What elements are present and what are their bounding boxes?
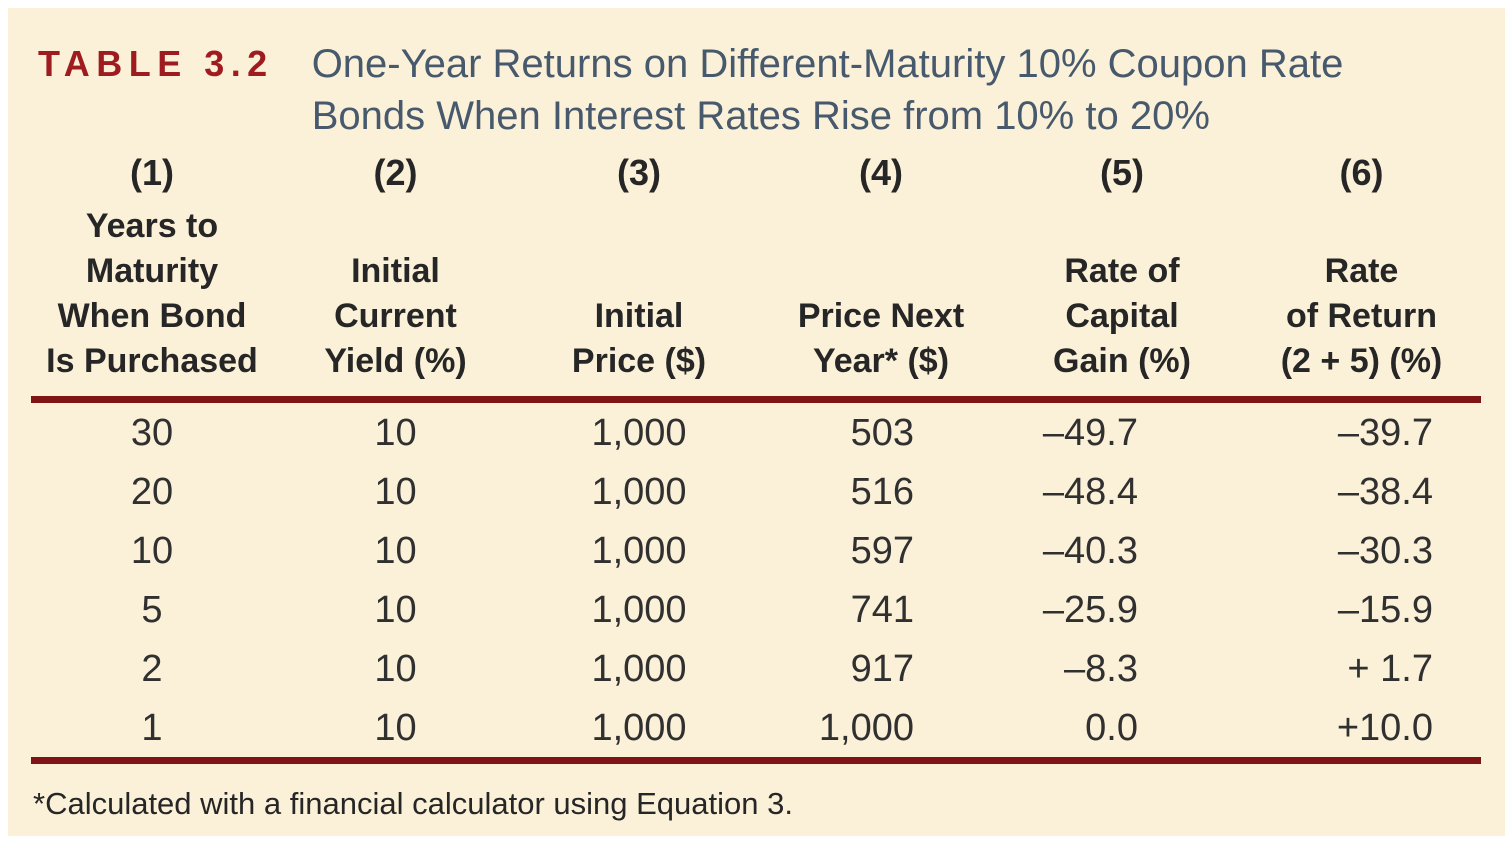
column-number: (2) xyxy=(373,152,418,193)
column-label: Initial Current Yield (%) xyxy=(324,252,467,380)
column-number: (6) xyxy=(1339,152,1384,193)
table-row: 20 10 1,000 516 –48.4 –38.4 xyxy=(31,462,1481,521)
header-row: (1) Years to Maturity When Bond Is Purch… xyxy=(31,150,1481,403)
cell-capital-gain: 0.0 xyxy=(1002,698,1242,764)
cell-capital-gain: –40.3 xyxy=(1042,529,1138,572)
column-number: (1) xyxy=(130,152,174,193)
cell-initial-price: 1,000 xyxy=(591,647,687,690)
cell-rate-of-return: +10.0 xyxy=(1242,698,1481,764)
column-header-initial-current-yield: (2) Initial Current Yield (%) xyxy=(273,150,518,403)
cell-price-next-year: 516 xyxy=(850,470,914,513)
cell-yield: 10 xyxy=(273,698,518,764)
table-title-line-2: Bonds When Interest Rates Rise from 10% … xyxy=(311,94,1210,138)
table-row: 30 10 1,000 503 –49.7 –39.7 xyxy=(31,400,1481,463)
cell-initial-price: 1,000 xyxy=(591,588,687,631)
cell-rate-of-return: + 1.7 xyxy=(1347,647,1433,690)
cell-yield: 10 xyxy=(374,647,417,690)
cell-yield: 10 xyxy=(374,411,417,454)
cell-initial-price: 1,000 xyxy=(591,411,687,454)
table-header: (1) Years to Maturity When Bond Is Purch… xyxy=(31,150,1481,403)
cell-price-next-year: 1,000 xyxy=(760,698,1002,764)
column-label: Rate of Capital Gain (%) xyxy=(1053,252,1191,380)
cell-capital-gain: –25.9 xyxy=(1042,588,1138,631)
cell-price-next-year: 917 xyxy=(850,647,914,690)
table-row: 10 10 1,000 597 –40.3 –30.3 xyxy=(31,521,1481,580)
column-header-price-next-year: (4) Price Next Year* ($) xyxy=(760,150,1002,403)
cell-rate-of-return: –15.9 xyxy=(1337,588,1433,631)
cell-rate-of-return: –38.4 xyxy=(1337,470,1433,513)
cell-years: 20 xyxy=(130,470,174,513)
column-header-years-to-maturity: (1) Years to Maturity When Bond Is Purch… xyxy=(31,150,273,403)
column-header-rate-of-return: (6) Rate of Return (2 + 5) (%) xyxy=(1242,150,1481,403)
column-number: (3) xyxy=(617,152,661,193)
cell-years: 10 xyxy=(130,529,174,572)
column-header-rate-of-capital-gain: (5) Rate of Capital Gain (%) xyxy=(1002,150,1242,403)
cell-rate-of-return: –30.3 xyxy=(1337,529,1433,572)
cell-yield: 10 xyxy=(374,529,417,572)
column-label: Years to Maturity When Bond Is Purchased xyxy=(46,207,258,380)
column-number: (4) xyxy=(859,152,903,193)
table-row: 1 10 1,000 1,000 0.0 +10.0 xyxy=(31,698,1481,764)
table-body: 30 10 1,000 503 –49.7 –39.7 20 10 1,000 … xyxy=(31,400,1481,764)
cell-years: 2 xyxy=(141,647,163,690)
table-panel: TABLE 3.2 One-Year Returns on Different-… xyxy=(8,8,1505,836)
column-label: Initial Price ($) xyxy=(571,297,707,380)
bond-returns-table: (1) Years to Maturity When Bond Is Purch… xyxy=(31,150,1481,764)
column-label: Price Next Year* ($) xyxy=(797,297,965,380)
cell-capital-gain: –48.4 xyxy=(1042,470,1138,513)
table-row: 2 10 1,000 917 –8.3 + 1.7 xyxy=(31,639,1481,698)
column-number: (5) xyxy=(1100,152,1144,193)
table-title-row: TABLE 3.2 One-Year Returns on Different-… xyxy=(38,38,1475,142)
table-row: 5 10 1,000 741 –25.9 –15.9 xyxy=(31,580,1481,639)
cell-yield: 10 xyxy=(374,588,417,631)
cell-price-next-year: 503 xyxy=(850,411,914,454)
cell-capital-gain: –8.3 xyxy=(1064,647,1138,690)
cell-price-next-year: 597 xyxy=(850,529,914,572)
cell-years: 5 xyxy=(141,588,163,631)
cell-capital-gain: –49.7 xyxy=(1042,411,1138,454)
cell-yield: 10 xyxy=(374,470,417,513)
cell-rate-of-return: –39.7 xyxy=(1337,411,1433,454)
table-title-line-1: One-Year Returns on Different-Maturity 1… xyxy=(311,42,1344,86)
cell-price-next-year: 741 xyxy=(850,588,914,631)
column-header-initial-price: (3) Initial Price ($) xyxy=(518,150,760,403)
table-title: One-Year Returns on Different-Maturity 1… xyxy=(312,38,1344,142)
table-number-label: TABLE 3.2 xyxy=(38,43,274,84)
cell-years: 30 xyxy=(130,411,174,454)
cell-initial-price: 1,000 xyxy=(591,529,687,572)
cell-years: 1 xyxy=(31,698,273,764)
column-label: Rate of Return (2 + 5) (%) xyxy=(1280,252,1443,380)
table-footnote: *Calculated with a financial calculator … xyxy=(33,786,793,821)
cell-initial-price: 1,000 xyxy=(591,470,687,513)
cell-initial-price: 1,000 xyxy=(518,698,760,764)
